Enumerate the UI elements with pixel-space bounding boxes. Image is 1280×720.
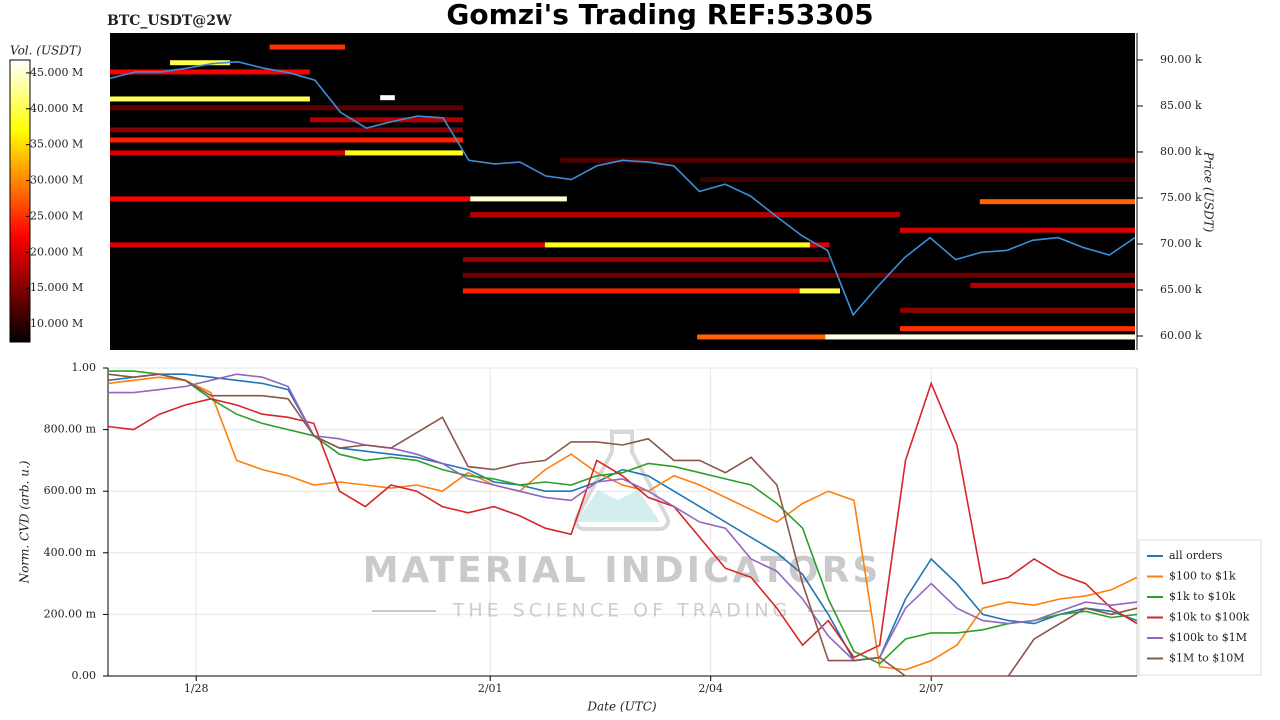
heatmap-cell bbox=[110, 69, 310, 75]
colorbar-tick-label: 20.000 M bbox=[30, 245, 83, 258]
watermark: MATERIAL INDICATORS THE SCIENCE OF TRADI… bbox=[363, 430, 882, 622]
heatmap-cell bbox=[899, 307, 1135, 313]
heatmap-cell bbox=[899, 326, 1135, 332]
heatmap-cell bbox=[470, 196, 567, 202]
heatmap-cell bbox=[380, 95, 395, 101]
watermark-subtitle: THE SCIENCE OF TRADING bbox=[452, 600, 792, 622]
legend-label: $100 to $1k bbox=[1169, 570, 1236, 583]
legend-label: $1k to $10k bbox=[1169, 590, 1236, 603]
series-line bbox=[108, 370, 1138, 665]
legend bbox=[1138, 539, 1262, 676]
colorbar-tick-label: 30.000 M bbox=[30, 174, 83, 187]
heatmap-cell bbox=[269, 44, 346, 50]
legend-label: $100k to $1M bbox=[1169, 631, 1247, 644]
heatmap-cell bbox=[544, 242, 810, 248]
watermark-title: MATERIAL INDICATORS bbox=[363, 550, 882, 591]
colorbar bbox=[9, 59, 31, 343]
y-tick-label: 200.00 m bbox=[44, 607, 97, 620]
y-tick-label: 80.00 k bbox=[1160, 145, 1202, 158]
y-tick-label: 1.00 bbox=[72, 361, 97, 374]
heatmap-cell bbox=[799, 288, 840, 294]
x-tick-label: 2/07 bbox=[919, 682, 944, 695]
heatmap-cell bbox=[462, 288, 840, 294]
heatmap-cell bbox=[700, 177, 1135, 183]
colorbar-tick-label: 25.000 M bbox=[30, 209, 83, 222]
heatmap-cell bbox=[345, 150, 463, 156]
colorbar-tick-label: 15.000 M bbox=[30, 281, 83, 294]
y-tick-label: 75.00 k bbox=[1160, 191, 1202, 204]
price-line bbox=[109, 60, 1136, 317]
colorbar-tick-label: 35.000 M bbox=[30, 138, 83, 151]
legend-label: $10k to $100k bbox=[1169, 611, 1250, 624]
heatmap-cell bbox=[110, 105, 463, 111]
heatmap-cell bbox=[970, 282, 1135, 288]
legend-label: $1M to $10M bbox=[1169, 652, 1245, 665]
x-axis-label: Date (UTC) bbox=[586, 700, 656, 714]
heatmap-cell bbox=[170, 60, 231, 66]
heatmap-cell bbox=[110, 127, 463, 133]
y-axis-label: Norm. CVD (arb. u.) bbox=[18, 460, 32, 584]
colorbar-tick-label: 10.000 M bbox=[30, 317, 83, 330]
cvd-plot-area bbox=[107, 367, 1138, 677]
x-tick-label: 1/28 bbox=[184, 682, 209, 695]
y-tick-label: 85.00 k bbox=[1160, 99, 1202, 112]
colorbar-tick-label: 45.000 M bbox=[30, 66, 83, 79]
series-line bbox=[107, 373, 1138, 662]
heatmap-cell bbox=[462, 272, 1136, 278]
colorbar-label: Vol. (USDT) bbox=[10, 44, 82, 58]
y-tick-label: 70.00 k bbox=[1160, 237, 1202, 250]
heatmap-cell bbox=[110, 96, 310, 102]
heatmap-cell bbox=[110, 137, 463, 143]
y-tick-label: 400.00 m bbox=[44, 546, 97, 559]
heatmap-cell bbox=[462, 257, 830, 263]
x-tick-label: 2/01 bbox=[478, 682, 503, 695]
y-tick-label: 90.00 k bbox=[1160, 53, 1202, 66]
series-line bbox=[107, 373, 1138, 677]
series-line bbox=[108, 373, 1138, 662]
x-tick-label: 2/04 bbox=[698, 682, 723, 695]
heatmap-cell bbox=[560, 157, 1135, 163]
heatmap-plot-area bbox=[110, 33, 1135, 350]
y-tick-label: 0.00 bbox=[72, 669, 97, 682]
series-line bbox=[107, 381, 1138, 659]
heatmap-cell bbox=[470, 212, 900, 218]
chart-subtitle: BTC_USDT@2W bbox=[107, 13, 232, 29]
y-tick-label: 600.00 m bbox=[44, 484, 97, 497]
heatmap-cell bbox=[899, 227, 1135, 233]
watermark-icon bbox=[576, 490, 660, 522]
heatmap-cell bbox=[825, 334, 1135, 340]
y-tick-label: 800.00 m bbox=[44, 423, 97, 436]
y-axis-label: Price (USDT) bbox=[1202, 151, 1216, 233]
y-tick-label: 65.00 k bbox=[1160, 283, 1202, 296]
heatmap-cell bbox=[110, 150, 463, 156]
heatmap-cell bbox=[979, 199, 1135, 205]
y-tick-label: 60.00 k bbox=[1160, 329, 1202, 342]
heatmap-cell bbox=[110, 196, 471, 202]
colorbar-tick-label: 40.000 M bbox=[30, 102, 83, 115]
legend-label: all orders bbox=[1169, 549, 1223, 562]
heatmap-cell bbox=[309, 117, 463, 123]
chart-title: Gomzi's Trading REF:53305 bbox=[446, 0, 873, 31]
heatmap-cell bbox=[110, 242, 830, 248]
series-line bbox=[107, 376, 1138, 671]
